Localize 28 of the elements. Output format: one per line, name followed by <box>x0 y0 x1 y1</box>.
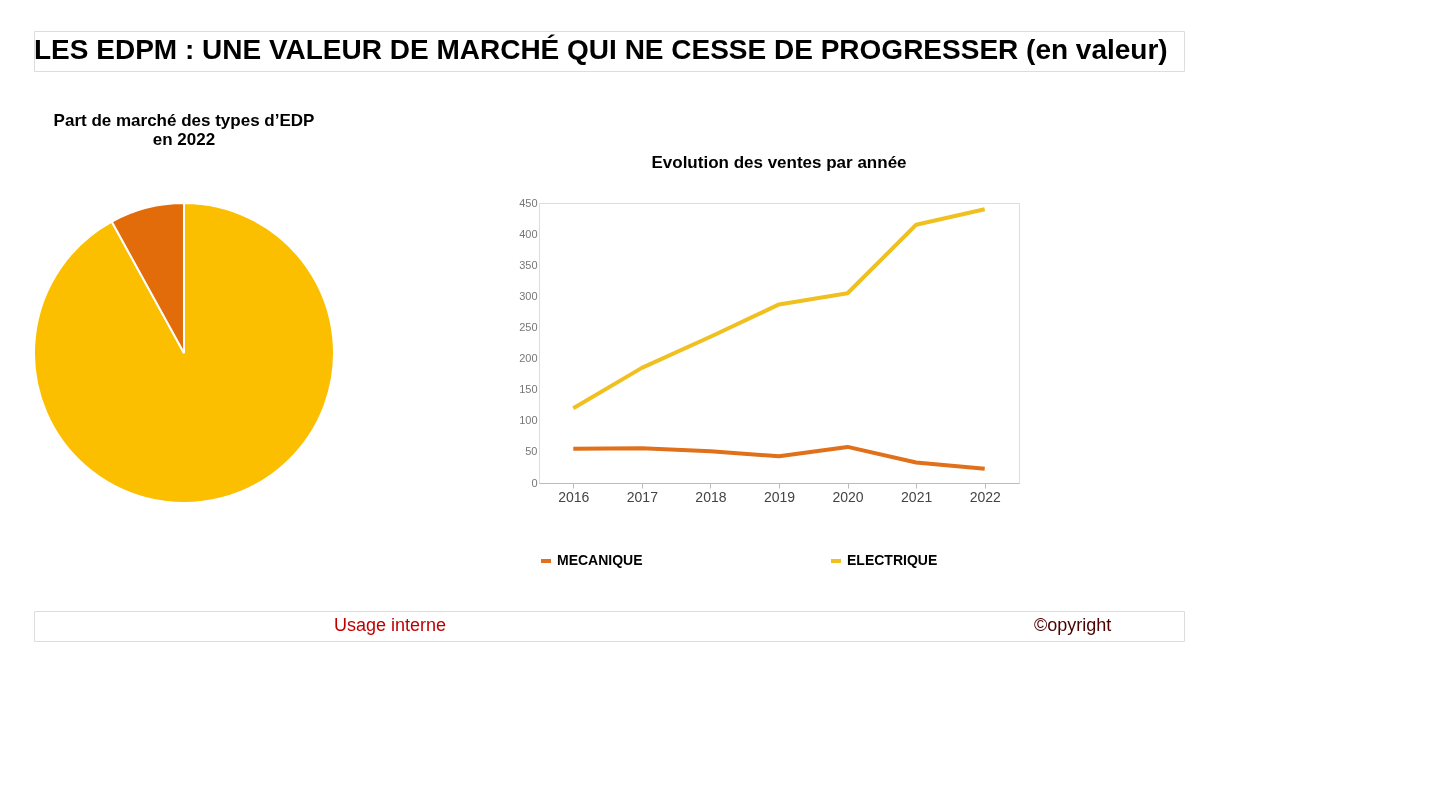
text: Usage interne <box>334 615 447 635</box>
y-tick-label: 100 <box>519 414 538 427</box>
line-series <box>571 444 987 471</box>
x-tick-label: 2022 <box>969 488 1001 505</box>
y-tick-label: 450 <box>519 196 538 209</box>
x-tick-label: 2019 <box>763 488 796 505</box>
x-tick-label: 2017 <box>626 488 659 505</box>
y-tick-label: 300 <box>519 289 538 302</box>
y-tick-label: 200 <box>519 352 538 365</box>
text: LES EDPM : UNE VALEUR DE MARCHÉ QUI NE CESSE DE PROGRESSER (en valeur) <box>34 34 1168 65</box>
y-tick-label: 250 <box>519 320 538 333</box>
line-series <box>571 207 987 411</box>
text: ©opyright <box>1034 615 1112 635</box>
text: en 2022 <box>152 130 216 149</box>
text: Part de marché des types d’EDP <box>53 111 315 130</box>
x-tick-label: 2018 <box>695 488 727 505</box>
x-tick-label: 2021 <box>901 488 933 505</box>
y-tick-label: 0 <box>531 476 538 489</box>
y-tick-label: 350 <box>519 258 538 271</box>
y-tick-label: 400 <box>519 227 538 240</box>
y-tick-label: 50 <box>525 445 538 458</box>
chart-title: Evolution des ventes par année <box>651 153 907 172</box>
pie-slice <box>33 202 335 504</box>
legend-label: MECANIQUE <box>557 552 643 568</box>
x-tick-label: 2020 <box>832 488 864 505</box>
legend-label: ELECTRIQUE <box>847 552 938 568</box>
y-tick-label: 150 <box>519 383 538 396</box>
x-tick-label: 2016 <box>558 488 590 505</box>
